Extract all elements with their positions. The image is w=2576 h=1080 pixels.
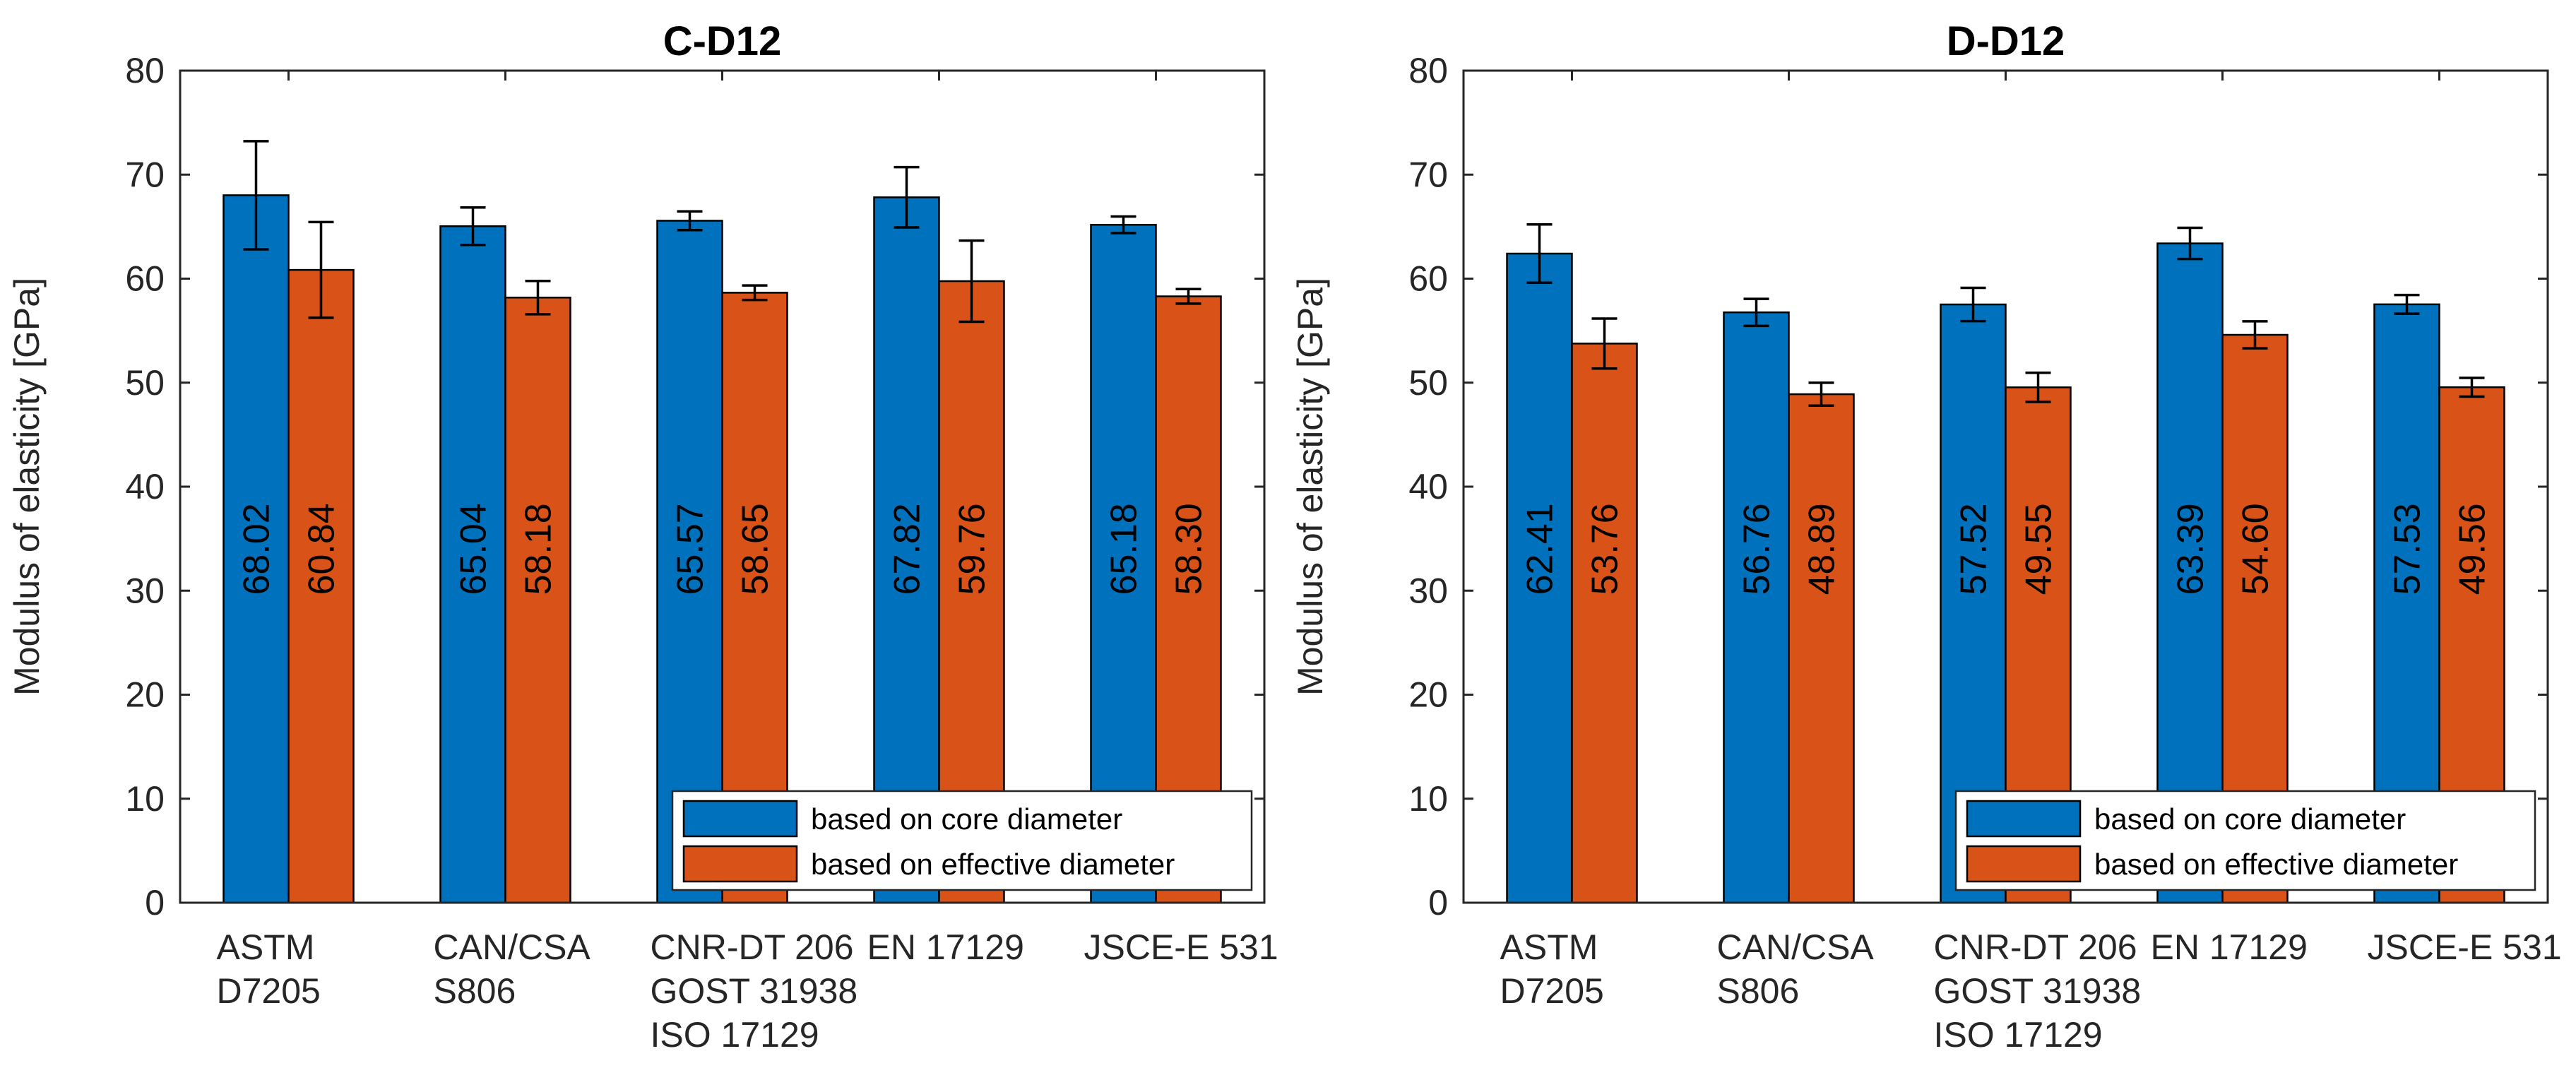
- data-label: 57.53: [2387, 503, 2428, 595]
- y-tick-label: 10: [125, 779, 165, 819]
- y-tick-label: 10: [1408, 779, 1448, 819]
- data-label: 65.18: [1104, 503, 1145, 595]
- x-tick-label: D7205: [217, 971, 321, 1011]
- bar-effective: [1571, 343, 1638, 904]
- x-tick-label: CNR-DT 206: [651, 927, 854, 967]
- bar-core: [1723, 311, 1790, 904]
- y-axis-label: Modulus of elasticity [GPa]: [7, 278, 47, 696]
- data-label: 68.02: [237, 503, 278, 595]
- x-tick-label: EN 17129: [867, 927, 1024, 967]
- y-tick-label: 80: [125, 51, 165, 90]
- x-tick-label: S806: [434, 971, 516, 1011]
- axes-box: [1462, 69, 2549, 904]
- data-label: 65.04: [453, 503, 494, 595]
- x-tick-label: S806: [1717, 971, 1800, 1011]
- legend-label: based on effective diameter: [811, 848, 1175, 881]
- y-tick-label: 50: [125, 363, 165, 403]
- legend-label: based on effective diameter: [2094, 848, 2458, 881]
- data-label: 57.52: [1954, 503, 1995, 595]
- bar-core: [222, 194, 290, 904]
- x-tick-label: JSCE-E 531: [1084, 927, 1278, 967]
- x-tick-label: ASTM: [217, 927, 315, 967]
- x-tick-label: CAN/CSA: [434, 927, 591, 967]
- y-axis-label: Modulus of elasticity [GPa]: [1290, 278, 1330, 696]
- data-label: 67.82: [887, 503, 928, 595]
- x-tick-label: GOST 31938: [1934, 971, 2142, 1011]
- x-tick-label: GOST 31938: [651, 971, 858, 1011]
- data-label: 58.30: [1169, 503, 1210, 595]
- chart-title: D-D12: [1947, 18, 2065, 64]
- data-label: 58.65: [735, 503, 776, 595]
- bar-core: [1506, 252, 1573, 904]
- bar-core: [1090, 223, 1157, 904]
- bar-effective: [287, 268, 355, 904]
- bar-core: [656, 220, 723, 904]
- data-label: 56.76: [1737, 503, 1778, 595]
- legend-swatch-core: [1966, 800, 2082, 838]
- y-tick-label: 80: [1408, 51, 1448, 90]
- y-tick-label: 60: [1408, 259, 1448, 299]
- y-tick-label: 70: [125, 155, 165, 194]
- y-tick-label: 40: [1408, 467, 1448, 506]
- x-tick-label: EN 17129: [2151, 927, 2308, 967]
- data-label: 48.89: [1802, 503, 1843, 595]
- chart-panel-1: C-D12 Modulus of elasticity [GPa] 0 10 20 30 4…: [7, 18, 1278, 1055]
- y-tick-label: 70: [1408, 155, 1448, 194]
- bar-core: [873, 196, 940, 904]
- data-label: 62.41: [1520, 503, 1561, 595]
- y-tick-label: 30: [125, 571, 165, 610]
- y-tick-label: 30: [1408, 571, 1448, 610]
- y-tick-label: 60: [125, 259, 165, 299]
- x-tick-label: JSCE-E 531: [2368, 927, 2562, 967]
- y-tick-label: 40: [125, 467, 165, 506]
- chart-panel-2: D-D12 Modulus of elasticity [GPa] 0 10 20 30 4…: [1290, 18, 2562, 1055]
- legend-swatch-effective: [1966, 845, 2082, 883]
- x-tick-label: CAN/CSA: [1717, 927, 1875, 967]
- data-label: 65.57: [670, 503, 711, 595]
- bar-effective: [1788, 393, 1855, 904]
- data-label: 63.39: [2171, 503, 2212, 595]
- x-tick-label: ISO 17129: [1934, 1015, 2103, 1055]
- y-tick-label: 50: [1408, 363, 1448, 403]
- legend-label: based on core diameter: [2094, 802, 2406, 836]
- data-label: 49.56: [2452, 503, 2493, 595]
- legend: based on core diameter based on effective…: [671, 790, 1253, 891]
- y-tick-label: 0: [1428, 883, 1448, 922]
- bar-effective: [504, 297, 571, 904]
- legend-swatch-core: [682, 800, 798, 838]
- y-tick-label: 0: [145, 883, 165, 922]
- legend-label: based on core diameter: [811, 802, 1122, 836]
- data-label: 54.60: [2236, 503, 2277, 595]
- x-tick-label: ASTM: [1500, 927, 1598, 967]
- x-tick-label: CNR-DT 206: [1934, 927, 2137, 967]
- legend: based on core diameter based on effective…: [1954, 790, 2536, 891]
- chart-title: C-D12: [663, 18, 782, 64]
- y-tick-label: 20: [1408, 675, 1448, 715]
- y-tick-label: 20: [125, 675, 165, 715]
- data-label: 60.84: [302, 503, 343, 595]
- data-label: 59.76: [952, 503, 993, 595]
- x-tick-label: ISO 17129: [651, 1015, 819, 1055]
- data-label: 58.18: [518, 503, 559, 595]
- data-label: 53.76: [1585, 503, 1626, 595]
- data-label: 49.55: [2019, 503, 2060, 595]
- legend-swatch-effective: [682, 845, 798, 883]
- axes-box: [179, 69, 1266, 904]
- x-tick-label: D7205: [1500, 971, 1604, 1011]
